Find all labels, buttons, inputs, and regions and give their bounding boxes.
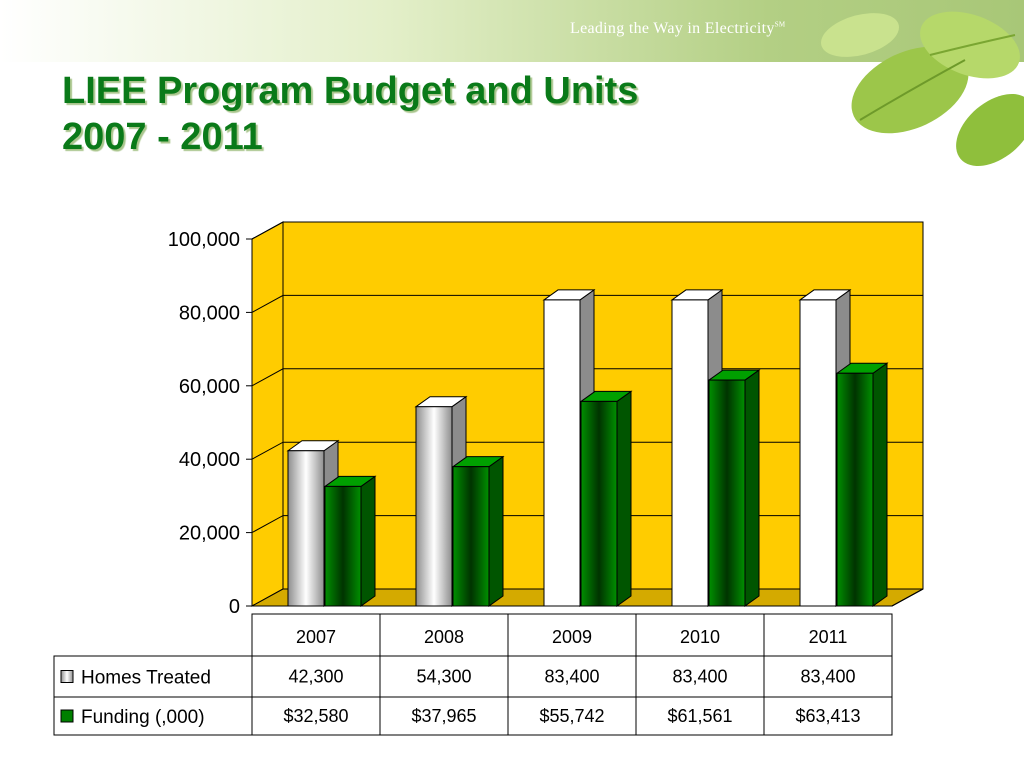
tagline-mark: SM xyxy=(774,20,786,29)
leaf-vein xyxy=(929,34,1016,56)
leaf-vein xyxy=(859,59,966,121)
bar-front xyxy=(415,406,453,607)
data-value-label: 83,400 xyxy=(544,667,599,687)
tagline: Leading the Way in ElectricitySM xyxy=(570,20,785,38)
data-table: 2007 2008 2009 2010 2011 Homes Treated 42,300 5… xyxy=(53,588,924,736)
bar-side xyxy=(872,362,888,607)
y-axis: 0 20,000 40,000 60,000 80,000 100,000 xyxy=(168,229,253,618)
table-body xyxy=(53,655,893,736)
data-value-label: $55,742 xyxy=(539,706,604,726)
side-wall xyxy=(251,221,284,607)
bar-front xyxy=(287,450,325,607)
leaf-shape xyxy=(821,13,899,57)
x-category-label: 2011 xyxy=(809,627,848,647)
leaf-shape xyxy=(956,93,1024,167)
legend-series-name: Funding (,000) xyxy=(81,707,205,728)
data-value-label: 54,300 xyxy=(416,667,471,687)
slide-title: LIEE Program Budget and Units 2007 - 201… xyxy=(62,68,638,160)
table-edge xyxy=(891,588,924,607)
bar-front xyxy=(799,299,837,607)
y-tick-label: 60,000 xyxy=(179,376,240,398)
title-line-2: 2007 - 2011 xyxy=(62,116,263,158)
data-value-label: 83,400 xyxy=(800,667,855,687)
x-category-label: 2007 xyxy=(296,627,336,647)
funding-bar xyxy=(835,362,889,607)
bar-front xyxy=(708,379,746,607)
data-value-label: 42,300 xyxy=(288,667,343,687)
data-value-label: $63,413 xyxy=(795,706,860,726)
bar-front xyxy=(543,299,581,607)
data-value-label: 83,400 xyxy=(672,667,727,687)
bar-front xyxy=(580,400,618,607)
legend-key xyxy=(60,670,74,683)
funding-bar xyxy=(579,390,633,607)
x-category-label: 2010 xyxy=(680,627,720,647)
tagline-text: Leading the Way in Electricity xyxy=(570,20,775,37)
y-tick-label: 0 xyxy=(229,596,240,618)
funding-bar xyxy=(451,455,505,607)
data-value-label: $32,580 xyxy=(283,706,348,726)
legend-key xyxy=(60,709,74,723)
bar-side xyxy=(488,455,504,607)
leaves-graphic xyxy=(821,11,1024,167)
y-tick-label: 40,000 xyxy=(179,449,240,471)
y-tick-label: 80,000 xyxy=(179,302,240,324)
bar-front xyxy=(452,466,490,607)
bar-marks xyxy=(286,288,889,607)
bar-side xyxy=(616,390,632,607)
y-tick-label: 100,000 xyxy=(168,229,240,251)
bar-side xyxy=(360,475,376,607)
funding-bar xyxy=(323,475,377,607)
bar-front xyxy=(324,485,362,607)
x-category-label: 2009 xyxy=(552,627,592,647)
bar-side xyxy=(744,369,760,607)
bar-front xyxy=(836,372,874,607)
data-value-label: $37,965 xyxy=(411,706,476,726)
x-category-label: 2008 xyxy=(424,627,464,647)
data-value-label: $61,561 xyxy=(667,706,732,726)
gridline xyxy=(251,221,923,240)
bar-front xyxy=(671,299,709,607)
title-line-1: LIEE Program Budget and Units xyxy=(62,70,639,112)
table-header-row xyxy=(251,613,893,657)
y-tick-label: 20,000 xyxy=(179,523,240,545)
funding-bar xyxy=(707,369,761,607)
legend-series-name: Homes Treated xyxy=(81,668,211,689)
